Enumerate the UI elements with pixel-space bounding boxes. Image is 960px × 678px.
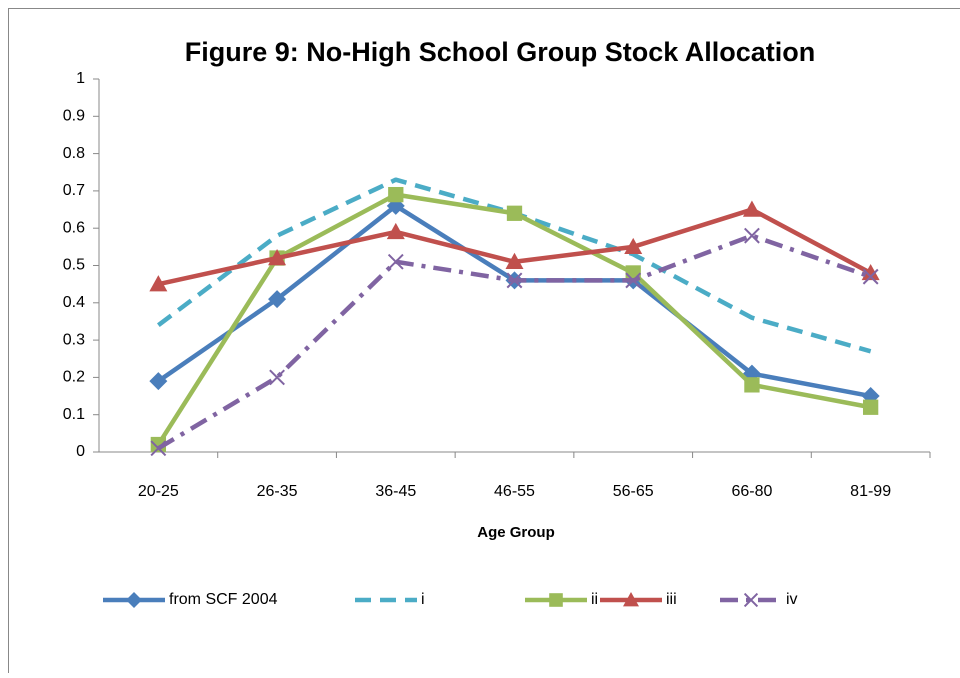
x-tick-label: 81-99 xyxy=(850,483,891,500)
marker xyxy=(507,206,522,221)
y-tick-label: 0.5 xyxy=(63,257,85,274)
legend-label: iii xyxy=(666,591,677,608)
x-tick-label: 66-80 xyxy=(731,483,772,500)
y-tick-label: 0.1 xyxy=(63,406,85,423)
x-tick-label: 46-55 xyxy=(494,483,535,500)
marker xyxy=(863,400,878,415)
y-tick-label: 0.4 xyxy=(63,294,85,311)
x-tick-label: 20-25 xyxy=(138,483,179,500)
marker xyxy=(388,187,403,202)
y-tick-label: 0.6 xyxy=(63,219,85,236)
y-tick-label: 0.2 xyxy=(63,369,85,386)
x-tick-label: 56-65 xyxy=(613,483,654,500)
x-tick-label: 26-35 xyxy=(257,483,298,500)
y-tick-label: 1 xyxy=(76,70,85,87)
x-tick-label: 36-45 xyxy=(375,483,416,500)
y-tick-label: 0 xyxy=(76,443,85,460)
chart-frame xyxy=(9,9,960,674)
marker xyxy=(270,370,284,384)
legend-label: ii xyxy=(591,591,598,608)
chart-title: Figure 9: No-High School Group Stock All… xyxy=(185,37,816,67)
y-tick-label: 0.7 xyxy=(63,182,85,199)
y-tick-label: 0.8 xyxy=(63,145,85,162)
y-tick-label: 0.3 xyxy=(63,331,85,348)
legend-label: iv xyxy=(786,591,798,608)
legend-marker xyxy=(549,593,563,607)
x-axis-title: Age Group xyxy=(477,524,555,541)
legend-label: i xyxy=(421,591,425,608)
series-line xyxy=(158,206,870,396)
y-tick-label: 0.9 xyxy=(63,108,85,125)
legend-label: from SCF 2004 xyxy=(169,591,278,608)
marker xyxy=(744,377,759,392)
marker xyxy=(743,201,761,217)
legend-marker xyxy=(126,592,142,608)
